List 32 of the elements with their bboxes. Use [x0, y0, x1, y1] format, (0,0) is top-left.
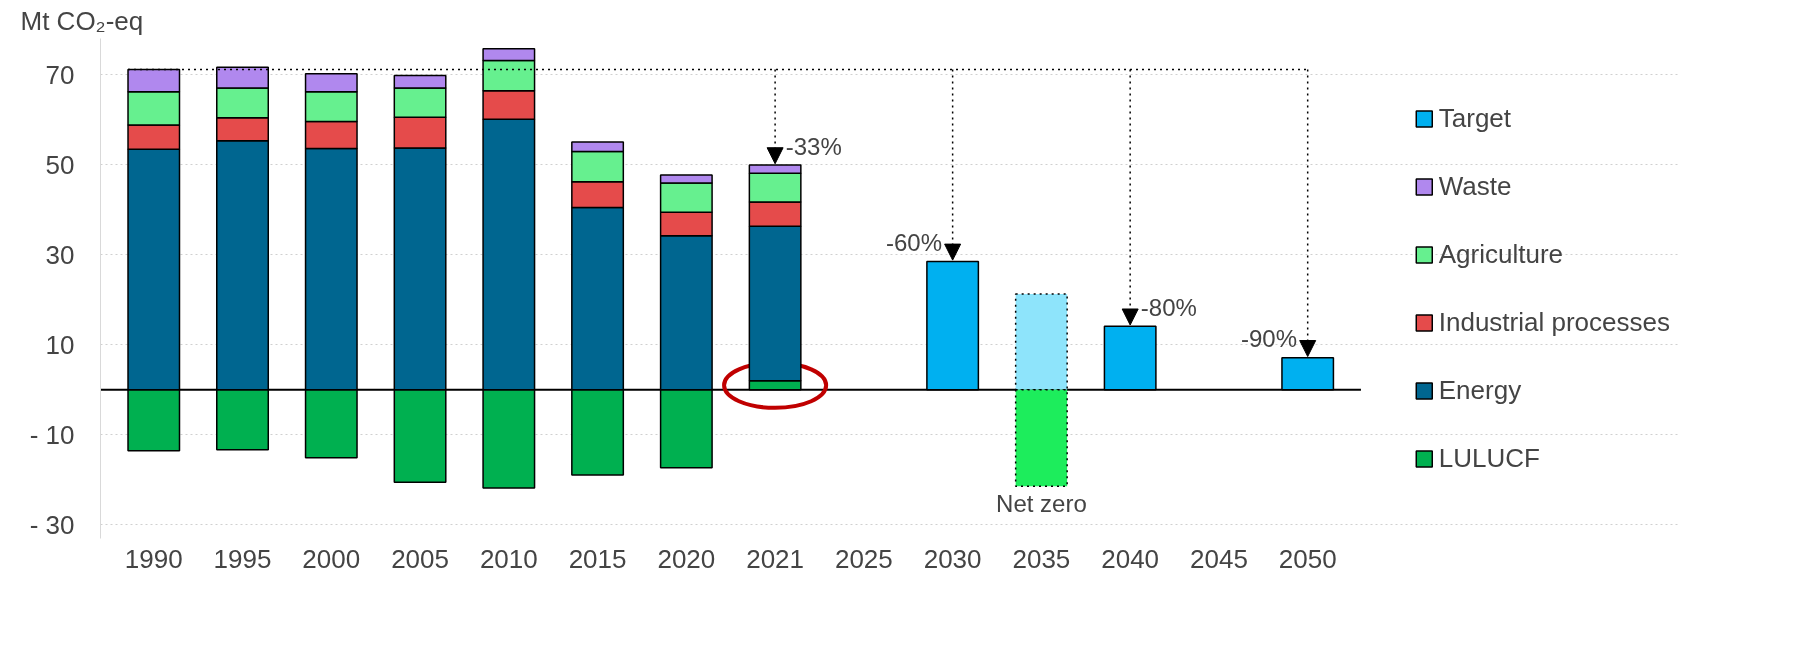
- y-tick-label: - 10: [29, 419, 75, 450]
- x-tick-label: 2040: [1101, 543, 1160, 574]
- y-tick-label: - 30: [29, 509, 75, 540]
- annotation: -33%: [785, 132, 842, 160]
- x-tick-label: 2045: [1190, 543, 1248, 574]
- x-tick-label: 2025: [834, 543, 893, 574]
- x-tick-label: 2021: [746, 543, 805, 574]
- x-tick-label: 2015: [568, 543, 627, 574]
- x-tick-label: 1990: [124, 543, 183, 574]
- y-tick-label: 10: [45, 329, 75, 360]
- x-tick-label: 2030: [923, 543, 982, 574]
- x-tick-label: 2005: [391, 543, 449, 574]
- legend-label: LULUCF: [1438, 442, 1540, 474]
- y-tick-label: 50: [45, 149, 75, 180]
- annotation: -80%: [1140, 293, 1197, 321]
- legend-label: Target: [1438, 102, 1512, 134]
- x-tick-label: 1995: [213, 543, 272, 574]
- x-tick-label: 2000: [302, 543, 361, 574]
- y-tick-label: 70: [45, 59, 75, 90]
- y-axis-title: Mt CO₂-eq: [20, 5, 144, 36]
- x-tick-label: 2020: [657, 543, 716, 574]
- legend-label: Waste: [1438, 170, 1512, 202]
- x-tick-label: 2050: [1278, 543, 1337, 574]
- annotation: -60%: [885, 229, 942, 257]
- legend-label: Agriculture: [1438, 238, 1564, 270]
- annotation: -90%: [1241, 325, 1298, 353]
- annotation: Net zero: [996, 489, 1087, 517]
- legend-label: Industrial processes: [1438, 306, 1670, 338]
- y-tick-label: 30: [45, 239, 75, 270]
- x-tick-label: 2010: [479, 543, 538, 574]
- legend-label: Energy: [1438, 374, 1522, 406]
- x-tick-label: 2035: [1012, 543, 1071, 574]
